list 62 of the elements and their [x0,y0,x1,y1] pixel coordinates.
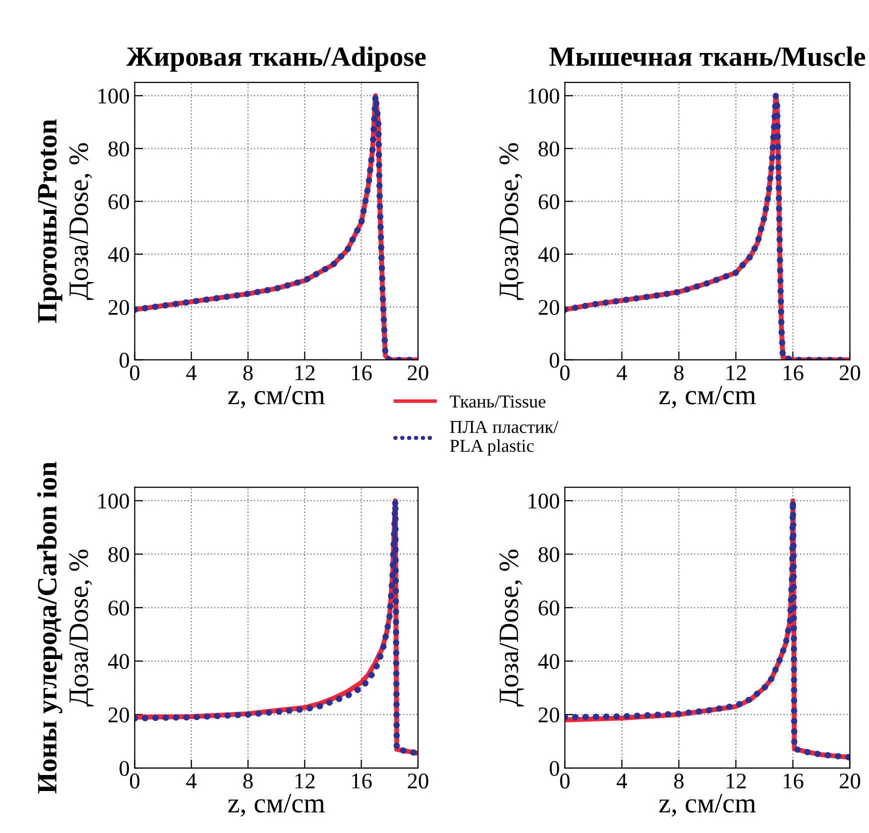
chart-title: Мышечная ткань/Muscle [549,46,866,66]
x-tick-label: 20 [840,774,860,789]
y-axis-title: Доза/Dose, % [499,550,524,706]
x-axis-title: z, см/cm [228,794,325,817]
y-tick-label: 20 [538,707,560,722]
y-tick-label: 0 [550,352,560,368]
y-tick-label: 40 [538,654,560,670]
y-axis-title: Доза/Dose, % [69,550,94,706]
y-tick-label: 0 [120,352,129,368]
y-tick-label: 100 [528,494,560,509]
y-tick-label: 100 [98,88,129,104]
y-tick-label: 60 [108,194,129,210]
y-tick-label: 80 [108,141,129,156]
y-tick-label: 0 [120,760,129,776]
x-tick-label: 8 [243,774,253,789]
x-tick-label: 16 [352,774,372,789]
x-tick-label: 4 [186,774,197,788]
x-tick-label: 0 [560,774,570,789]
x-tick-label: 12 [726,774,746,788]
x-tick-label: 0 [130,774,140,789]
x-axis-title: z, см/cm [659,794,756,817]
x-tick-label: 20 [840,365,860,380]
y-tick-label: 80 [108,547,129,562]
x-tick-label: 8 [674,365,684,380]
x-tick-label: 8 [674,774,684,789]
x-tick-label: 0 [560,365,570,380]
y-tick-label: 60 [538,194,560,210]
y-tick-label: 0 [550,760,560,776]
y-tick-label: 40 [108,654,129,670]
y-tick-label: 40 [538,247,560,262]
y-tick-label: 60 [538,600,560,616]
x-tick-label: 4 [186,366,197,380]
x-tick-label: 12 [726,365,746,380]
x-tick-label: 16 [784,365,804,380]
x-tick-label: 8 [243,365,253,380]
y-tick-label: 20 [538,300,560,315]
x-tick-label: 4 [616,366,628,380]
x-tick-label: 16 [784,774,804,789]
y-tick-label: 20 [108,300,129,315]
x-tick-label: 16 [352,365,372,380]
y-tick-label: 40 [108,247,129,262]
text: Ионы углерода/Carbon ion [37,462,62,794]
legend-label: ПЛА пластик/ PLA plastic [450,420,558,456]
text: Протоны/Proton [38,119,62,323]
x-tick-label: 12 [296,774,315,788]
y-tick-label: 100 [98,494,129,509]
legend-label: Ткань/Tissue [450,396,546,408]
y-tick-label: 100 [528,88,560,104]
y-tick-label: 60 [108,600,129,616]
chart-title: Жировая ткань/Adipose [126,46,426,72]
y-tick-label: 80 [538,547,560,562]
y-tick-label: 20 [108,707,129,722]
x-tick-label: 4 [616,774,628,788]
x-axis-title: z, см/cm [659,386,756,408]
y-tick-label: 80 [538,141,560,156]
y-axis-title: Доза/Dose, % [69,143,94,300]
x-tick-label: 12 [296,365,315,380]
x-axis-title: z, см/cm [228,386,325,408]
x-tick-label: 0 [130,365,140,380]
y-axis-title: Доза/Dose, % [499,143,524,300]
x-tick-label: 20 [408,365,428,380]
x-tick-label: 20 [408,774,428,789]
